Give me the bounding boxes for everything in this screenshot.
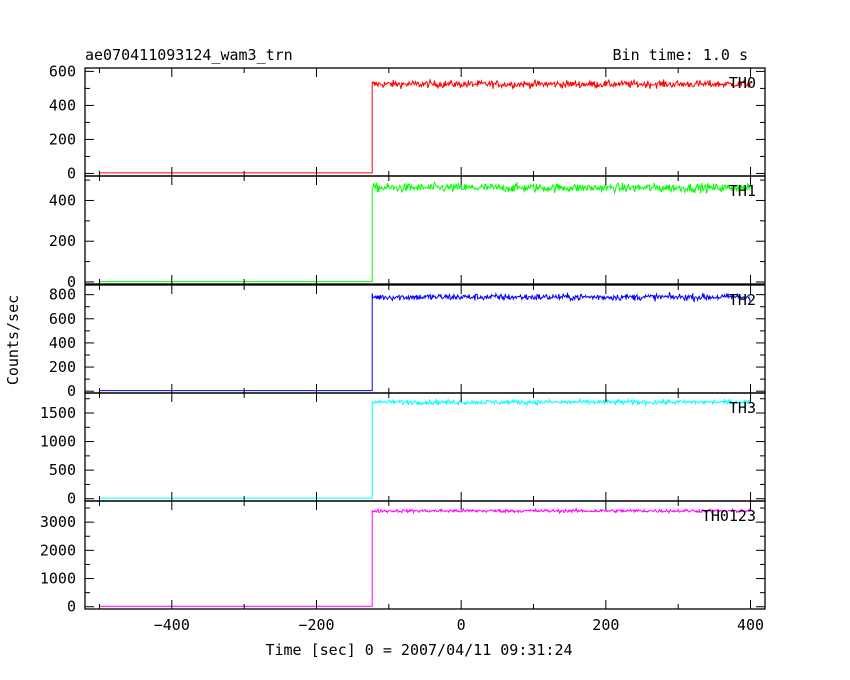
y-tick-label: 0 — [67, 164, 76, 182]
series-line-th0123 — [99, 507, 751, 607]
x-tick-label: 400 — [737, 616, 764, 634]
panel-th0123: 0 1000 2000 3000 TH0123 — [40, 500, 766, 616]
series-line-th3 — [99, 397, 751, 499]
y-tick-label: 1500 — [40, 404, 76, 422]
y-tick-label: 400 — [49, 96, 76, 114]
y-tick-label: 0 — [67, 273, 76, 291]
y-tick-label: 3000 — [40, 513, 76, 531]
x-tick-label: −200 — [298, 616, 334, 634]
y-axis-label: Counts/sec — [4, 295, 22, 385]
y-tick-label: 0 — [67, 598, 76, 616]
y-tick-label: 1000 — [40, 570, 76, 588]
panel-th2: 0 200 400 600 800 TH2 — [49, 284, 766, 400]
panel-label-th2: TH2 — [729, 291, 756, 309]
y-tick-label: 200 — [49, 232, 76, 250]
y-tick-label: 600 — [49, 310, 76, 328]
y-tick-label: 400 — [49, 334, 76, 352]
panel-label-th0123: TH0123 — [702, 507, 756, 525]
panel-frame — [84, 392, 766, 502]
series-line-th0 — [99, 77, 751, 174]
panel-th0: 0 200 400 600 TH0 — [49, 62, 766, 182]
y-tick-label: 0 — [67, 382, 76, 400]
x-tick-label: 0 — [457, 616, 466, 634]
panel-frame — [84, 500, 766, 610]
panel-label-th3: TH3 — [729, 399, 756, 417]
series-line-th1 — [99, 180, 751, 283]
panel-frame — [84, 175, 766, 285]
y-tick-label: 200 — [49, 358, 76, 376]
y-tick-label: 400 — [49, 191, 76, 209]
y-tick-label: 200 — [49, 130, 76, 148]
chart-title: ae070411093124_wam3_trn — [85, 46, 293, 64]
panel-frame — [84, 284, 766, 394]
y-tick-label: 0 — [67, 490, 76, 508]
x-tick-label: −400 — [154, 616, 190, 634]
y-tick-label: 1000 — [40, 433, 76, 451]
x-axis-label: Time [sec] 0 = 2007/04/11 09:31:24 — [265, 641, 572, 659]
panel-th3: 0 500 1000 1500 TH3 — [40, 392, 766, 508]
y-tick-label: 600 — [49, 62, 76, 80]
panel-label-th1: TH1 — [729, 182, 756, 200]
bin-time-label: Bin time: 1.0 s — [613, 46, 748, 64]
x-tick-label: 200 — [592, 616, 619, 634]
y-tick-label: 2000 — [40, 541, 76, 559]
y-tick-label: 800 — [49, 286, 76, 304]
panel-label-th0: TH0 — [729, 74, 756, 92]
y-tick-label: 500 — [49, 461, 76, 479]
panel-th1: 0 200 400 TH1 — [49, 175, 766, 291]
series-line-th2 — [99, 292, 751, 392]
